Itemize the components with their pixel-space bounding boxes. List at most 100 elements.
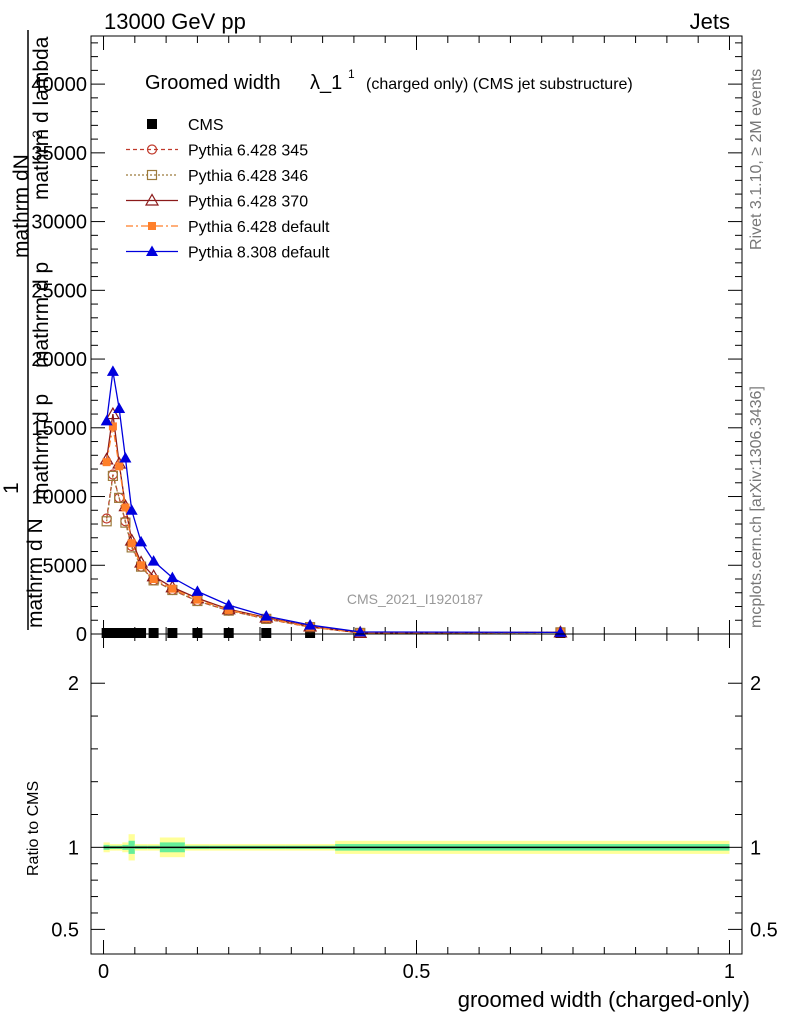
legend-entry: CMS [147, 117, 224, 134]
ratio-y-axis-label: Ratio to CMS [25, 781, 42, 876]
main-y-tick-labels: 0 5000 10000 15000 20000 25000 30000 35000 40000 [31, 74, 87, 646]
title-main: Groomed width [145, 72, 281, 94]
ratio-y-tick-labels: 0.5 0.5 1 1 2 2 [51, 673, 778, 941]
series-line [106, 371, 561, 634]
mcplots-label: mcplots.cern.ch [arXiv:1306.3436] [748, 386, 765, 628]
legend-label: Pythia 6.428 346 [188, 168, 308, 185]
series-point [121, 503, 130, 512]
legend-entry: Pythia 6.428 default [126, 219, 330, 236]
legend-label: Pythia 6.428 345 [188, 143, 308, 160]
title-superscript: 1 [348, 67, 355, 81]
cms-data-point [148, 628, 159, 638]
main-series-layer [99, 365, 568, 639]
ratio-y-tick-label: 0.5 [51, 919, 79, 941]
ylabel-numerator-2b: mathrm d lambda [30, 36, 53, 200]
ratio-plot-frame [90, 633, 743, 955]
ratio-y-tick-label-right: 0.5 [750, 919, 778, 941]
ratio-y-tick-label: 2 [68, 673, 79, 695]
series-point [304, 619, 317, 630]
series-point [100, 414, 113, 426]
legend-entry: Pythia 6.428 370 [126, 193, 308, 211]
main-y-tick-label: 0 [76, 624, 87, 646]
series-line [106, 475, 561, 634]
series-5 [100, 365, 567, 637]
legend: CMS Pythia 6.428 345 Pythia 6.428 346 Pythi… [126, 117, 330, 262]
cms-data-point [261, 628, 272, 638]
legend-label: Pythia 6.428 370 [188, 194, 308, 211]
series-point [119, 452, 132, 463]
ylabel-denominator: mathrm d N [24, 518, 47, 628]
rivet-label: Rivet 3.1.10, ≥ 2M events [748, 69, 765, 250]
ylabel-denominator-tail: mathrm d p [30, 394, 53, 500]
title-tail: (charged only) (CMS jet substructure) [366, 76, 633, 93]
series-point [113, 402, 126, 414]
cms-data-point [136, 628, 147, 638]
cms-data-point [192, 628, 203, 638]
analysis-watermark: CMS_2021_I1920187 [347, 591, 483, 607]
main-y-tick-label: 25000 [31, 280, 87, 302]
series-point [168, 584, 177, 593]
main-y-tick-label: 15000 [31, 418, 87, 440]
cms-data-point [107, 628, 118, 638]
legend-entry: Pythia 6.428 345 [126, 143, 308, 160]
legend-marker [146, 245, 158, 256]
series-line [106, 426, 561, 634]
legend-label: Pythia 6.428 default [188, 219, 330, 236]
x-tick-labels: 0 0.5 1 [98, 961, 735, 983]
series-point [149, 575, 158, 584]
series-1 [101, 469, 566, 639]
cms-data-point [120, 628, 131, 638]
series-point [166, 571, 179, 583]
main-y-axis-label: mathrm dN 2 mathrm d p mathrm d lambda 1… [0, 30, 53, 630]
series-point [147, 555, 160, 566]
header-right: Jets [690, 9, 730, 34]
series-point [101, 516, 112, 527]
legend-label: CMS [188, 117, 224, 134]
main-y-tick-label: 20000 [31, 349, 87, 371]
x-tick-label: 0 [98, 961, 109, 983]
cms-data-point [114, 628, 125, 638]
legend-marker [146, 144, 158, 155]
series-line [106, 474, 561, 634]
series-point [222, 599, 235, 610]
header-left: 13000 GeV pp [104, 9, 246, 34]
cms-data-point [167, 628, 178, 638]
series-point [191, 585, 204, 596]
cms-data-point [126, 628, 137, 638]
series-point [120, 517, 131, 528]
ylabel-numerator-2: mathrm d p [30, 262, 53, 368]
main-axes [91, 36, 742, 635]
ratio-y-tick-label: 1 [68, 837, 79, 859]
main-y-tick-label: 5000 [43, 555, 88, 577]
series-line [106, 413, 561, 634]
series-point [260, 610, 273, 621]
series-point [127, 539, 136, 548]
ratio-y-tick-label-right: 1 [750, 837, 761, 859]
cms-data-point [101, 628, 112, 638]
series-4 [102, 422, 565, 637]
legend-entry: Pythia 8.308 default [126, 245, 330, 262]
ratio-axes [91, 634, 742, 954]
cms-data-point [223, 628, 234, 638]
legend-marker [147, 119, 157, 129]
legend-marker [144, 193, 160, 206]
series-point [107, 470, 119, 482]
x-tick-label: 1 [724, 961, 735, 983]
series-point [224, 605, 233, 614]
ratio-y-tick-label-right: 2 [750, 673, 761, 695]
main-y-tick-label: 35000 [31, 143, 87, 165]
x-axis-label: groomed width (charged-only) [458, 987, 750, 1012]
series-point [125, 504, 138, 515]
legend-marker [148, 222, 156, 230]
title-lambda: λ_1 [310, 72, 342, 94]
legend-entry: Pythia 6.428 346 [126, 168, 308, 185]
legend-label: Pythia 8.308 default [188, 245, 330, 262]
ylabel-one: 1 [0, 482, 23, 494]
series-point [106, 365, 119, 376]
series-2 [101, 470, 566, 639]
series-point [105, 406, 120, 420]
ratio-bands [103, 834, 730, 861]
series-point [193, 595, 202, 604]
series-point [108, 422, 117, 431]
